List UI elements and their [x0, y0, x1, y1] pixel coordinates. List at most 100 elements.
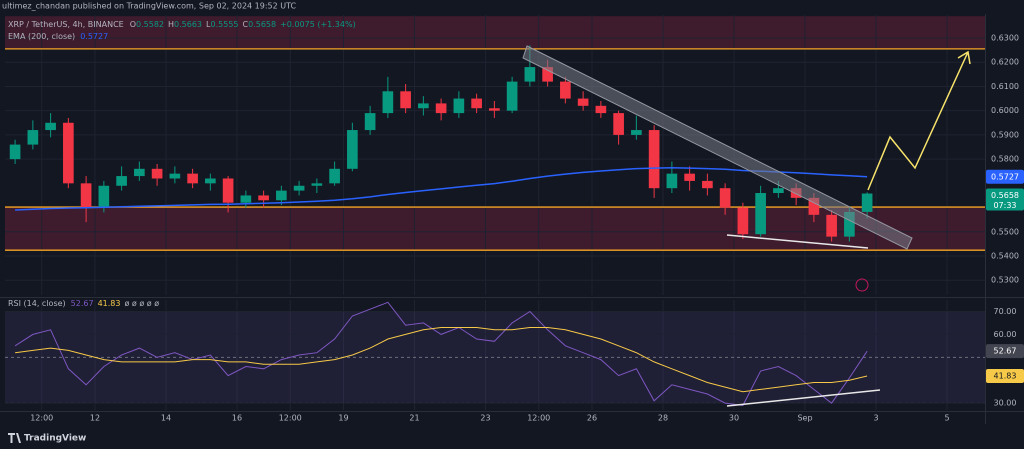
arrow-head [957, 50, 971, 65]
projection-arrow [867, 51, 969, 191]
candle-body [773, 188, 784, 194]
rsi-band [5, 311, 985, 404]
x-tick-label: 3 [873, 414, 878, 423]
axis-label: 52.67 [994, 347, 1017, 356]
axis-label: 0.5727 [991, 172, 1019, 181]
publisher-line: ultimez_chandan published on TradingView… [2, 2, 297, 11]
candle-body [524, 67, 536, 82]
symbol: XRP / TetherUS, 4h, BINANCE [8, 20, 124, 29]
candle-body [187, 173, 198, 184]
rsi-name: RSI (14, close) [8, 299, 66, 308]
ohlc-letter: C [243, 20, 249, 29]
candle-body [453, 98, 465, 114]
axis-label-box [986, 369, 1024, 384]
candle-body [9, 144, 21, 160]
candle-body [489, 108, 500, 111]
candle-body [666, 173, 678, 189]
candle-body [329, 168, 340, 184]
candle-body [755, 193, 766, 235]
candle-body [258, 195, 269, 201]
candle-body [719, 188, 731, 208]
drawings: ultimez_chandan published on TradingView… [2, 2, 971, 444]
rsi-line [15, 327, 868, 393]
candle-body [382, 91, 394, 114]
candle-body [648, 130, 660, 189]
candle-body [347, 130, 358, 169]
ema-legend: EMA (200, close) 0.5727 [8, 32, 108, 41]
candle-body [826, 214, 837, 237]
y-tick-label: 0.6000 [991, 106, 1019, 115]
ema-value: 0.5727 [80, 32, 108, 41]
axis-label: 07:33 [993, 201, 1016, 210]
low-value: 0.5555 [211, 20, 239, 29]
x-tick-label: 14 [161, 414, 171, 423]
candle-body [400, 91, 411, 109]
high-value: 0.5663 [174, 20, 202, 29]
candle-body [27, 130, 39, 145]
axis-label: 41.83 [994, 372, 1017, 381]
change: +0.0075 (+1.34%) [280, 20, 356, 29]
x-tick-label: 23 [480, 414, 490, 423]
rsi-extra: ø ø ø ø ø [124, 299, 159, 308]
candle-body [98, 185, 110, 208]
candle-body [205, 178, 216, 184]
y-tick-label: 30.00 [994, 399, 1017, 408]
candle-body [364, 113, 376, 131]
x-tick-label: Sep [797, 414, 812, 423]
zone [5, 16, 985, 49]
y-tick-label: 0.6300 [991, 34, 1019, 43]
candle-body [240, 195, 252, 203]
x-tick-label: 28 [658, 414, 668, 423]
candle-body [808, 197, 820, 215]
candle-body [63, 122, 74, 184]
candle-body [276, 190, 287, 201]
rsi-trendline [726, 389, 881, 407]
y-tick-label: 0.5400 [991, 252, 1019, 261]
x-tick-label: 12:00 [279, 414, 302, 423]
candle-body [471, 98, 482, 109]
symbol-legend: XRP / TetherUS, 4h, BINANCE O0.5582 H0.566… [8, 20, 356, 29]
trend-channel [522, 45, 913, 250]
x-tick-label: 12:00 [527, 414, 550, 423]
candle-body [151, 168, 163, 179]
candle-body [542, 67, 553, 82]
y-tick-label: 0.6100 [991, 82, 1019, 91]
open-value: 0.5582 [136, 20, 164, 29]
rsi-ma-value: 41.83 [98, 299, 121, 308]
event-icon [855, 278, 869, 292]
axis-label-box [986, 188, 1024, 211]
x-tick-label: 21 [409, 414, 419, 423]
candle-body [311, 183, 323, 186]
support-trendline [726, 234, 869, 249]
brand-logo [8, 433, 21, 443]
candle-body [45, 122, 56, 131]
y-tick-label: 70.00 [994, 307, 1017, 316]
candle-body [222, 178, 234, 203]
axis-label-box [986, 169, 1024, 184]
close-value: 0.5658 [248, 20, 276, 29]
candle-body [560, 81, 571, 99]
y-tick-label: 60.00 [994, 330, 1017, 339]
rsi-legend: RSI (14, close) 52.67 41.83 ø ø ø ø ø [8, 299, 159, 308]
candle-body [613, 113, 624, 135]
x-tick-label: 26 [587, 414, 597, 423]
candle-body [169, 173, 181, 179]
axis-label: 0.5658 [991, 191, 1019, 200]
x-tick-label: 12 [90, 414, 100, 423]
y-tick-label: 0.5300 [991, 276, 1019, 285]
ema-line [15, 167, 868, 211]
ohlc-letter: H [168, 20, 174, 29]
candle-body [702, 180, 713, 189]
candle-body [418, 103, 429, 109]
candle-body [80, 183, 92, 208]
candle-body [631, 130, 642, 135]
y-tick-label: 0.5800 [991, 155, 1019, 164]
y-tick-label: 0.6200 [991, 58, 1019, 67]
y-tick-label: 0.5900 [991, 130, 1019, 139]
axis-label-box [986, 344, 1024, 359]
candle-body [595, 105, 607, 114]
candle-body [506, 81, 518, 111]
x-tick-label: 12:00 [30, 414, 53, 423]
